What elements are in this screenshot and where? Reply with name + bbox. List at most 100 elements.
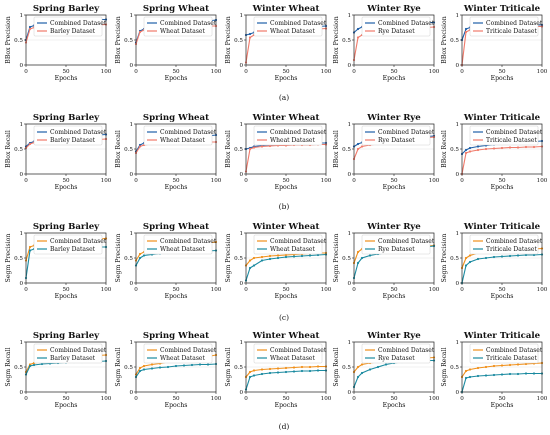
- data-point: [142, 368, 146, 371]
- x-tick-label: 0: [24, 69, 28, 75]
- chart-title: Winter Triticale: [463, 4, 541, 14]
- data-point: [376, 365, 380, 369]
- chart-title: Winter Rye: [366, 4, 421, 14]
- x-tick-label: 100: [537, 287, 548, 293]
- y-tick-label: 0: [19, 390, 23, 396]
- x-axis-label: Epochs: [383, 402, 406, 409]
- chart-title: Spring Barley: [33, 4, 100, 14]
- data-point: [524, 372, 528, 375]
- data-point: [284, 366, 288, 370]
- data-point: [368, 254, 372, 257]
- legend-box: [361, 343, 431, 364]
- data-point: [252, 256, 256, 260]
- y-axis-label: Segm Precision: [5, 234, 12, 283]
- data-point: [292, 366, 296, 369]
- chart-title: Winter Triticale: [463, 113, 541, 123]
- chart-title: Winter Rye: [366, 331, 421, 341]
- chart-panel-b-3: Winter Wheat 0 0.5 1 0 50 100 Epochs BBox Recall…: [225, 113, 332, 191]
- y-tick-label: 0: [129, 281, 133, 287]
- y-tick-label: 1: [239, 13, 243, 19]
- x-tick-label: 50: [390, 287, 398, 293]
- data-point: [308, 369, 312, 373]
- y-tick-label: 0: [239, 63, 243, 69]
- chart-title: Winter Wheat: [252, 222, 320, 232]
- legend-label: Combined Dataset: [270, 238, 327, 245]
- chart-panel-d-1: Spring Barley 0 0.5 1 0 50 100 Epochs Segm Recal…: [5, 331, 112, 409]
- series-line-2: [245, 369, 326, 390]
- data-point: [292, 255, 296, 258]
- x-tick-label: 100: [211, 396, 222, 402]
- x-tick-label: 100: [321, 69, 332, 75]
- data-point: [524, 362, 528, 366]
- y-tick-label: 1: [129, 122, 133, 128]
- data-point: [248, 32, 252, 36]
- chart-panel-a-3: Winter Wheat 0 0.5 1 0 50 100 Epochs BBox Precis…: [225, 4, 332, 82]
- data-point: [268, 367, 272, 371]
- x-tick-label: 100: [101, 178, 112, 184]
- y-axis-label: Segm Recall: [115, 347, 122, 386]
- chart-title: Spring Wheat: [143, 4, 209, 14]
- y-axis-label: BBox Recall: [115, 130, 122, 168]
- y-axis-label: Segm Precision: [225, 234, 232, 283]
- x-tick-label: 50: [62, 287, 70, 293]
- data-point: [284, 370, 288, 374]
- data-point: [464, 256, 468, 260]
- legend-box: [33, 343, 103, 364]
- y-tick-label: 0: [455, 281, 459, 287]
- legend-label: Barley Dataset: [50, 246, 96, 253]
- x-tick-label: 0: [244, 287, 248, 293]
- x-tick-label: 100: [537, 69, 548, 75]
- chart-panel-a-4: Winter Rye 0 0.5 1 0 50 100 Epochs BBox Precisio…: [333, 4, 440, 82]
- data-point: [468, 254, 472, 257]
- data-point: [166, 365, 170, 369]
- chart-title: Winter Wheat: [252, 4, 320, 14]
- series-line-2: [353, 359, 434, 388]
- data-point: [260, 255, 264, 259]
- data-point: [174, 364, 178, 368]
- x-tick-label: 100: [537, 396, 548, 402]
- x-axis-label: Epochs: [383, 293, 406, 300]
- chart-title: Winter Wheat: [252, 113, 320, 123]
- legend-label: Combined Dataset: [50, 129, 107, 136]
- data-point: [28, 142, 32, 146]
- chart-panel-b-2: Spring Wheat 0 0.5 1 0 50 100 Epochs BBox Recall…: [115, 113, 222, 191]
- data-point: [276, 254, 280, 257]
- legend-box: [33, 16, 103, 37]
- y-tick-label: 0: [19, 63, 23, 69]
- data-point: [356, 27, 360, 31]
- legend-label: Combined Dataset: [378, 347, 435, 354]
- row-label-c: (c): [279, 313, 289, 322]
- legend-box: [361, 16, 431, 37]
- data-point: [248, 370, 252, 374]
- x-tick-label: 50: [390, 396, 398, 402]
- data-point: [500, 146, 504, 150]
- chart-panel-d-4: Winter Rye 0 0.5 1 0 50 100 Epochs Segm Recall Co…: [333, 331, 440, 409]
- data-point: [138, 145, 142, 148]
- y-tick-label: 0.5: [342, 147, 351, 153]
- legend-label: Wheat Dataset: [160, 355, 205, 362]
- data-point: [316, 365, 320, 368]
- y-tick-label: 1: [239, 340, 243, 346]
- y-axis-label: BBox Precision: [441, 16, 448, 63]
- legend-label: Triticale Dataset: [486, 28, 537, 35]
- y-axis-label: BBox Precision: [333, 16, 340, 63]
- y-tick-label: 0.5: [124, 38, 133, 44]
- data-point: [508, 372, 512, 376]
- legend-box: [143, 125, 213, 146]
- x-tick-label: 100: [321, 396, 332, 402]
- data-point: [248, 266, 252, 270]
- data-point: [484, 256, 488, 260]
- chart-panel-c-3: Winter Wheat 0 0.5 1 0 50 100 Epochs Segm Precis…: [225, 222, 332, 300]
- x-axis-label: Epochs: [491, 184, 514, 191]
- x-tick-label: 0: [352, 287, 356, 293]
- data-point: [532, 145, 536, 149]
- y-tick-label: 1: [129, 13, 133, 19]
- y-tick-label: 0.5: [124, 147, 133, 153]
- data-point: [516, 372, 520, 376]
- legend-label: Combined Dataset: [486, 238, 543, 245]
- y-axis-label: BBox Recall: [225, 130, 232, 168]
- data-point: [138, 30, 142, 34]
- x-tick-label: 50: [282, 178, 290, 184]
- y-axis-label: BBox Precision: [5, 16, 12, 63]
